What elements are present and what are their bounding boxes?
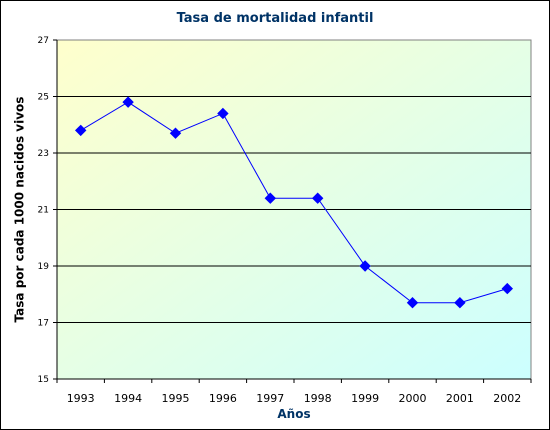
axes [53, 39, 532, 383]
x-tick-label: 1999 [351, 392, 379, 405]
y-axis-label: Tasa por cada 1000 nacidos vivos [13, 97, 27, 323]
y-tick-label: 21 [38, 206, 49, 216]
series-mortalidad [74, 96, 514, 309]
x-tick-label: 1994 [114, 392, 142, 405]
data-point-1993 [74, 124, 87, 137]
data-point-1999 [359, 260, 371, 272]
x-tick-label: 1996 [209, 392, 237, 405]
y-tick-labels: 15 17 19 21 23 25 27 [38, 36, 50, 385]
data-point-2000 [406, 297, 419, 309]
x-tick-label: 1993 [67, 392, 95, 405]
y-tick-label: 27 [38, 36, 49, 46]
x-tick-labels: 1993 1994 1995 1996 1997 1998 1999 2000 2001 2002 [67, 392, 522, 405]
x-tick-label: 1998 [304, 392, 332, 405]
y-tick-label: 17 [38, 319, 49, 329]
data-point-1994 [122, 96, 134, 108]
data-point-2002 [501, 282, 514, 295]
x-tick-label: 2000 [399, 392, 427, 405]
data-point-1996 [217, 107, 229, 120]
y-tick-label: 23 [38, 149, 49, 159]
x-tick-label: 1995 [162, 392, 190, 405]
series-line [80, 101, 508, 304]
data-point-1998 [311, 192, 324, 204]
data-point-2001 [454, 297, 466, 309]
chart-title: Tasa de mortalidad infantil [177, 11, 374, 26]
gridlines [57, 96, 531, 323]
data-point-1995 [169, 127, 182, 139]
data-point-1997 [264, 192, 277, 204]
y-tick-label: 19 [38, 262, 50, 272]
x-tick-label: 1997 [256, 392, 284, 405]
y-tick-label: 15 [38, 375, 49, 385]
x-tick-label: 2001 [446, 392, 474, 405]
x-axis-label: Años [277, 407, 310, 421]
y-tick-label: 25 [38, 93, 49, 103]
x-tick-label: 2002 [493, 392, 521, 405]
